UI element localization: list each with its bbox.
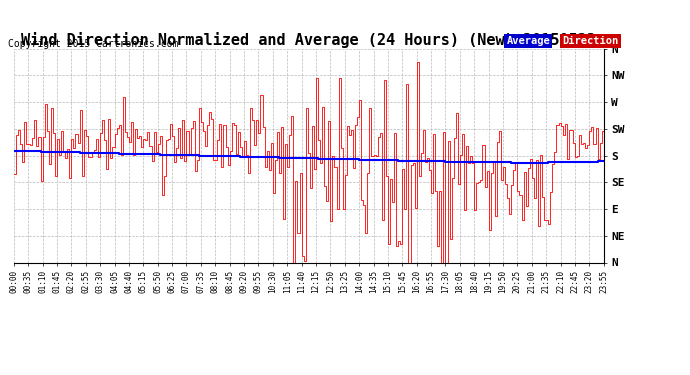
Text: Average: Average (506, 36, 550, 46)
Text: Copyright 2015 Cartronics.com: Copyright 2015 Cartronics.com (8, 39, 179, 50)
Title: Wind Direction Normalized and Average (24 Hours) (New) 20150523: Wind Direction Normalized and Average (2… (21, 32, 596, 48)
Text: Direction: Direction (562, 36, 619, 46)
